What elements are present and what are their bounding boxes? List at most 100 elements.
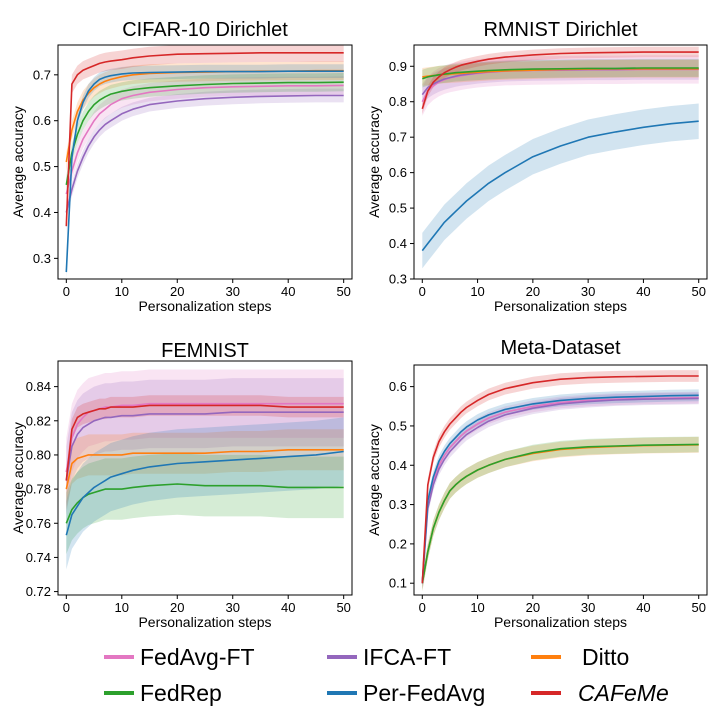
legend: FedAvg-FT IFCA-FT Ditto FedRep Per-FedAv… — [104, 644, 669, 706]
band-cafeme — [422, 46, 699, 115]
y-tick-label: 0.84 — [26, 379, 51, 394]
legend-label-fedrep: FedRep — [140, 680, 222, 706]
legend-item-ifca-ft: IFCA-FT — [327, 644, 451, 670]
band-fedrep — [422, 59, 699, 88]
x-tick-label: 50 — [336, 600, 350, 615]
x-tick-label: 0 — [63, 284, 70, 299]
x-tick-label: 0 — [63, 600, 70, 615]
series-line-ditto — [421, 444, 699, 584]
x-axis-label: Personalization steps — [138, 298, 271, 314]
chart-panel-cifar-10-dirichlet: CIFAR-10 Dirichlet 0 10 20 30 40 50 0.3 0.4 0.5 0.… — [10, 19, 353, 314]
y-tick-label: 0.5 — [389, 418, 407, 433]
plot-area — [65, 369, 344, 570]
chart-panels: CIFAR-10 Dirichlet 0 10 20 30 40 50 0.3 0.4 0.5 0.… — [10, 19, 708, 630]
series-line-cafeme — [65, 404, 344, 481]
x-tick-label: 10 — [470, 284, 484, 299]
x-axis-label: Personalization steps — [494, 298, 627, 314]
series-line-ifca-ft — [421, 397, 699, 584]
x-tick-label: 0 — [419, 600, 426, 615]
chart-title: FEMNIST — [161, 340, 249, 362]
y-tick-label: 0.72 — [26, 584, 51, 599]
axes-frame — [57, 44, 353, 280]
y-tick-label: 0.78 — [26, 482, 51, 497]
y-tick-label: 0.76 — [26, 516, 51, 531]
y-tick-label: 0.5 — [389, 201, 407, 216]
band-cafeme — [66, 45, 344, 236]
band-fedavg-ft — [422, 391, 699, 590]
x-tick-label: 10 — [115, 600, 129, 615]
band-ditto — [422, 59, 699, 86]
y-tick-label: 0.4 — [389, 236, 407, 251]
series-line-ditto — [65, 448, 344, 490]
series-line-fedavg-ft — [65, 402, 344, 473]
band-ifca-ft — [422, 392, 699, 590]
y-axis-label: Average accuracy — [10, 422, 26, 534]
x-tick-label: 40 — [636, 284, 650, 299]
x-tick-label: 20 — [170, 284, 184, 299]
plot-area — [65, 45, 344, 279]
series-line-per-fedavg — [65, 450, 344, 536]
x-tick-label: 20 — [526, 600, 540, 615]
x-tick-label: 0 — [419, 284, 426, 299]
y-tick-label: 0.6 — [33, 113, 51, 128]
y-tick-label: 0.80 — [26, 447, 51, 462]
band-per-fedavg — [422, 389, 699, 590]
x-axis-label: Personalization steps — [138, 614, 271, 630]
band-ditto — [422, 436, 699, 592]
x-tick-label: 40 — [281, 600, 295, 615]
series-line-cafeme — [65, 51, 344, 227]
series-line-ifca-ft — [65, 94, 344, 213]
band-fedavg-ft — [66, 76, 344, 204]
series-line-cafeme — [421, 375, 699, 584]
y-tick-label: 0.4 — [33, 205, 51, 220]
legend-item-ditto: Ditto — [531, 644, 629, 670]
band-ditto — [66, 61, 344, 172]
axes-frame — [413, 44, 708, 280]
x-tick-label: 40 — [281, 284, 295, 299]
chart-title: RMNIST Dirichlet — [483, 19, 638, 41]
y-tick-label: 0.3 — [389, 272, 407, 287]
x-tick-label: 30 — [226, 600, 240, 615]
axes-frame — [57, 360, 353, 596]
x-tick-label: 50 — [691, 284, 705, 299]
legend-item-per-fedavg: Per-FedAvg — [327, 680, 485, 706]
series-line-ifca-ft — [65, 411, 344, 481]
band-per-fedavg — [422, 103, 699, 269]
series-line-cafeme — [421, 51, 699, 110]
band-per-fedavg — [66, 417, 344, 570]
y-tick-label: 0.3 — [33, 251, 51, 266]
y-tick-label: 0.7 — [33, 67, 51, 82]
plot-area — [421, 46, 699, 269]
band-per-fedavg — [66, 64, 344, 279]
chart-panel-meta-dataset: Meta-Dataset 0 10 20 30 40 50 0.1 0.2 0.3 0.4 0.5 0.… — [366, 337, 708, 630]
y-tick-label: 0.82 — [26, 413, 51, 428]
band-fedrep — [422, 436, 699, 592]
series-line-per-fedavg — [65, 70, 344, 273]
legend-label-fedavg-ft: FedAvg-FT — [140, 644, 255, 670]
y-tick-label: 0.8 — [389, 94, 407, 109]
series-line-fedavg-ft — [65, 84, 344, 195]
legend-label-per-fedavg: Per-FedAvg — [363, 680, 485, 706]
x-tick-label: 20 — [170, 600, 184, 615]
y-tick-label: 0.6 — [389, 165, 407, 180]
x-tick-label: 50 — [691, 600, 705, 615]
y-tick-label: 0.74 — [26, 550, 51, 565]
legend-item-cafeme: CAFeMe — [531, 680, 669, 706]
series-line-per-fedavg — [421, 394, 699, 584]
x-tick-label: 30 — [226, 284, 240, 299]
legend-label-ifca-ft: IFCA-FT — [363, 644, 451, 670]
x-tick-label: 20 — [526, 284, 540, 299]
y-axis-label: Average accuracy — [366, 424, 382, 536]
series-line-fedrep — [65, 81, 344, 186]
chart-panel-femnist: FEMNIST 0 10 20 30 40 50 0.72 0.74 0.76 0.78 0.80 0.… — [10, 340, 353, 630]
x-tick-label: 30 — [581, 284, 595, 299]
x-tick-label: 10 — [470, 600, 484, 615]
y-tick-label: 0.2 — [389, 536, 407, 551]
y-tick-label: 0.7 — [389, 130, 407, 145]
chart-title: Meta-Dataset — [500, 337, 620, 359]
y-tick-label: 0.6 — [389, 379, 407, 394]
y-tick-label: 0.4 — [389, 458, 407, 473]
y-tick-label: 0.3 — [389, 497, 407, 512]
band-fedrep — [66, 73, 344, 195]
series-line-fedrep — [422, 67, 699, 80]
